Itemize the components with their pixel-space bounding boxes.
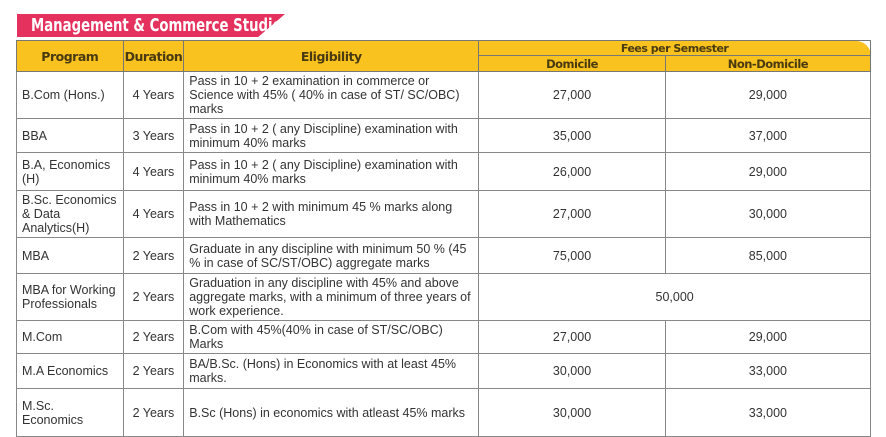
table-row: B.A, Economics (H) 4 Years Pass in 10 + 2 … — [16, 152, 872, 191]
header-domicile: Domicile — [478, 55, 666, 72]
program-cell: MBA for Working Professionals — [16, 273, 124, 321]
table-row: MBA for Working Professionals 2 Years Grad… — [16, 273, 871, 321]
duration-cell: 4 Years — [122, 190, 185, 238]
header-non-domicile: Non-Domicile — [664, 55, 872, 72]
eligibility-cell: Graduate in any discipline with minimum … — [183, 237, 480, 274]
header-eligibility: Eligibility — [183, 40, 480, 72]
eligibility-cell: Pass in 10 + 2 with minimum 45 % marks a… — [183, 190, 480, 238]
duration-cell: 2 Years — [122, 353, 185, 389]
non-domicile-fee-cell: 37,000 — [664, 118, 872, 153]
duration-cell: 2 Years — [122, 273, 185, 321]
eligibility-cell: Graduation in any discipline with 45% an… — [183, 273, 480, 321]
table-row: MBA 2 Years Graduate in any discipline wit… — [16, 237, 872, 274]
domicile-fee-cell: 35,000 — [478, 118, 666, 153]
non-domicile-fee-cell: 30,000 — [664, 190, 872, 238]
eligibility-cell: B.Com with 45%(40% in case of ST/SC/OBC)… — [183, 320, 480, 354]
non-domicile-fee-cell: 85,000 — [664, 237, 872, 274]
header-duration: Duration — [122, 40, 185, 72]
program-cell: B.Sc. Economics & Data Analytics(H) — [16, 190, 124, 238]
section-banner: Management & Commerce Studies — [17, 14, 285, 37]
non-domicile-fee-cell: 29,000 — [664, 320, 872, 354]
duration-cell: 2 Years — [122, 237, 185, 274]
eligibility-cell: Pass in 10 + 2 examination in commerce o… — [183, 71, 480, 119]
non-domicile-fee-cell: 33,000 — [664, 353, 872, 389]
duration-cell: 4 Years — [122, 152, 185, 191]
table-row: B.Sc. Economics & Data Analytics(H) 4 Yea… — [16, 190, 872, 238]
program-cell: M.Com — [16, 320, 124, 354]
eligibility-cell: Pass in 10 + 2 ( any Discipline) examina… — [183, 118, 480, 153]
program-cell: B.Com (Hons.) — [16, 71, 124, 119]
program-cell: B.A, Economics (H) — [16, 152, 124, 191]
duration-cell: 3 Years — [122, 118, 185, 153]
table-row: M.A Economics 2 Years BA/B.Sc. (Hons) in E… — [16, 353, 872, 389]
domicile-fee-cell: 30,000 — [478, 353, 666, 389]
domicile-fee-cell: 27,000 — [478, 190, 666, 238]
duration-cell: 2 Years — [122, 388, 185, 437]
non-domicile-fee-cell: 33,000 — [664, 388, 872, 437]
program-cell: MBA — [16, 237, 124, 274]
program-cell: M.Sc. Economics — [16, 388, 124, 437]
domicile-fee-cell: 75,000 — [478, 237, 666, 274]
fees-table: Program Duration Eligibility Fees per Se… — [16, 40, 872, 437]
fee-cell: 50,000 — [478, 273, 871, 321]
duration-cell: 4 Years — [122, 71, 185, 119]
eligibility-cell: B.Sc (Hons) in economics with atleast 45… — [183, 388, 480, 437]
header-fees: Fees per Semester — [478, 40, 871, 56]
non-domicile-fee-cell: 29,000 — [664, 152, 872, 191]
header-program: Program — [16, 40, 124, 72]
program-cell: M.A Economics — [16, 353, 124, 389]
table-row: M.Com 2 Years B.Com with 45%(40% in case o… — [16, 320, 872, 354]
table-row: M.Sc. Economics 2 Years B.Sc (Hons) in eco… — [16, 388, 872, 437]
table-row: BBA 3 Years Pass in 10 + 2 ( any Disciplin… — [16, 118, 872, 153]
table-row: B.Com (Hons.) 4 Years Pass in 10 + 2 exami… — [16, 71, 872, 119]
domicile-fee-cell: 27,000 — [478, 320, 666, 354]
domicile-fee-cell: 27,000 — [478, 71, 666, 119]
eligibility-cell: Pass in 10 + 2 ( any Discipline) examina… — [183, 152, 480, 191]
program-cell: BBA — [16, 118, 124, 153]
eligibility-cell: BA/B.Sc. (Hons) in Economics with at lea… — [183, 353, 480, 389]
domicile-fee-cell: 30,000 — [478, 388, 666, 437]
section-title: Management & Commerce Studies — [31, 15, 290, 36]
duration-cell: 2 Years — [122, 320, 185, 354]
domicile-fee-cell: 26,000 — [478, 152, 666, 191]
non-domicile-fee-cell: 29,000 — [664, 71, 872, 119]
